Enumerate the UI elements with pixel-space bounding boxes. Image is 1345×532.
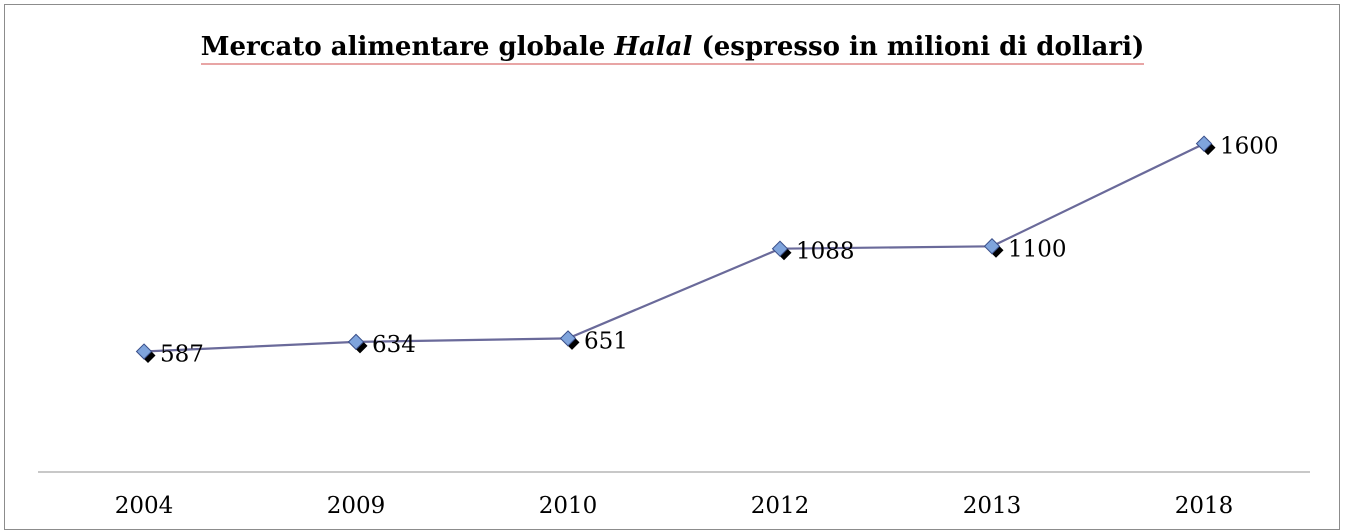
marker-diamond <box>983 238 1001 255</box>
series-layer <box>135 135 1216 364</box>
series-line <box>143 142 1205 353</box>
marker-diamond <box>135 343 153 360</box>
marker-diamond <box>559 330 577 347</box>
data-point-marker <box>559 330 580 350</box>
data-point-marker <box>347 333 368 354</box>
marker-diamond <box>347 333 365 351</box>
marker-diamond <box>1195 135 1213 152</box>
x-tick-label: 2012 <box>751 493 810 519</box>
chart-frame <box>4 4 1340 530</box>
x-tick-label: 2018 <box>1175 493 1234 519</box>
data-label: 587 <box>160 342 204 368</box>
chart-title: Mercato alimentare globale Halal (espres… <box>0 32 1345 65</box>
marker-diamond <box>771 240 789 257</box>
x-tick-label: 2009 <box>327 493 386 519</box>
data-label: 651 <box>584 328 628 354</box>
x-tick-label: 2013 <box>963 493 1022 519</box>
data-point-marker <box>771 240 792 261</box>
x-tick-label: 2004 <box>115 493 174 519</box>
data-point-marker <box>135 343 156 364</box>
chart-title-part-1: Mercato alimentare globale <box>200 32 615 65</box>
data-point-marker <box>983 238 1004 258</box>
x-tick-label-layer: 2004 2009 2010 2012 2013 2018 <box>115 493 1234 519</box>
data-label-layer: 587 634 651 1088 1100 1600 <box>160 134 1279 368</box>
data-label: 1600 <box>1220 134 1279 160</box>
x-tick-label: 2010 <box>539 493 598 519</box>
data-point-marker <box>1195 135 1216 156</box>
data-label: 1100 <box>1008 236 1067 262</box>
chart-title-italic-part: Halal <box>614 32 693 65</box>
data-label: 1088 <box>796 239 855 265</box>
data-label: 634 <box>372 332 416 358</box>
chart-title-part-3: (espresso in milioni di dollari) <box>692 32 1145 65</box>
